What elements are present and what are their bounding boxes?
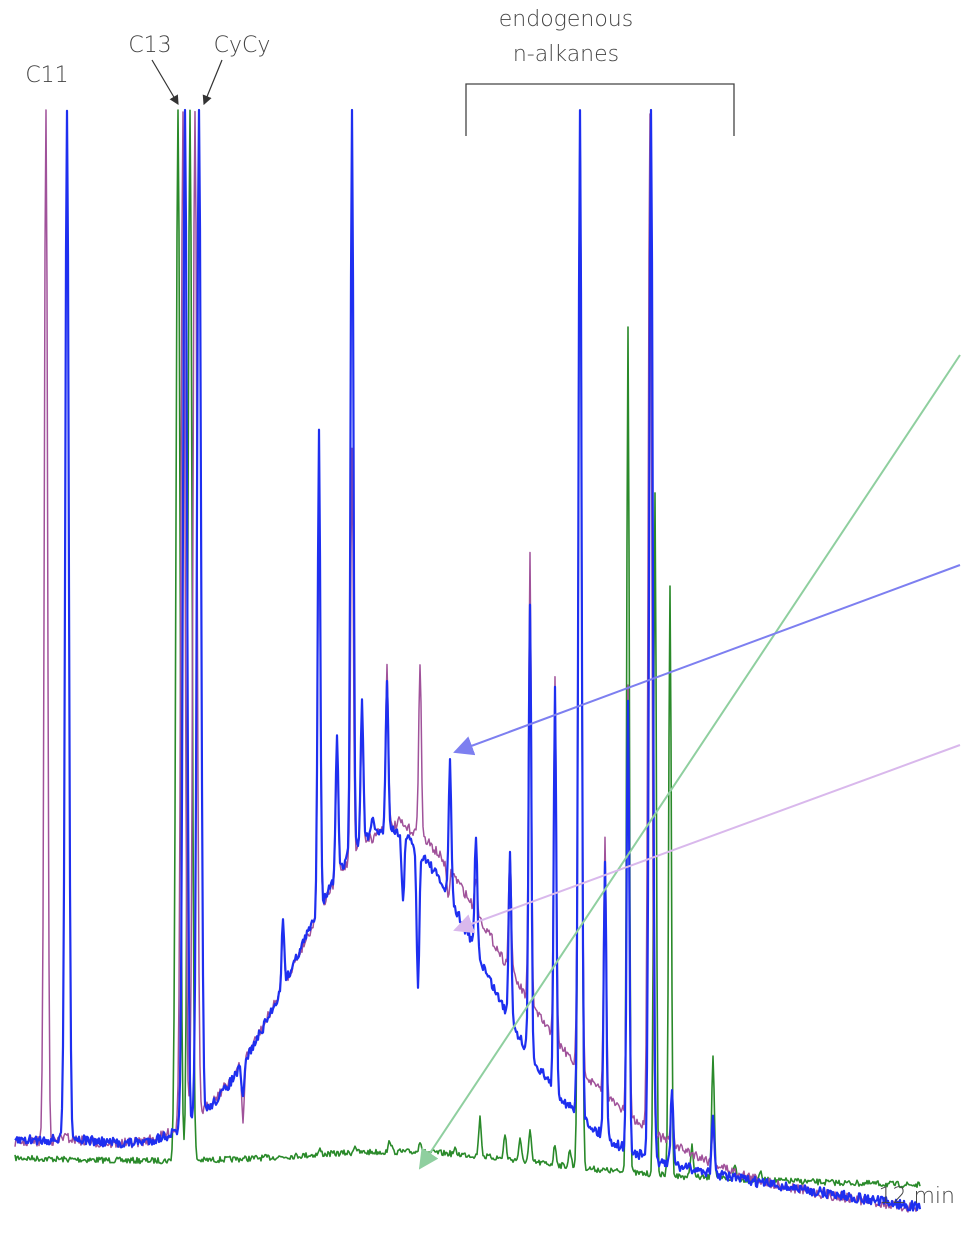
pointer-line bbox=[453, 564, 961, 756]
trace bbox=[14, 109, 921, 1189]
pointer-line bbox=[418, 354, 961, 1170]
traces bbox=[14, 108, 922, 1213]
peak-label: C11 bbox=[25, 63, 68, 88]
peak-label: CyCy bbox=[214, 33, 271, 58]
group-label: n-alkanes bbox=[513, 42, 619, 67]
trace bbox=[14, 108, 922, 1212]
label-arrow bbox=[202, 59, 223, 106]
peak-label: C13 bbox=[128, 33, 171, 58]
trace bbox=[14, 109, 921, 1213]
pointer-line bbox=[453, 744, 961, 934]
label-arrow bbox=[151, 59, 179, 106]
group-label: endogenous bbox=[499, 7, 633, 32]
group-bracket bbox=[465, 83, 735, 136]
time-label: 12 min bbox=[879, 1184, 955, 1209]
